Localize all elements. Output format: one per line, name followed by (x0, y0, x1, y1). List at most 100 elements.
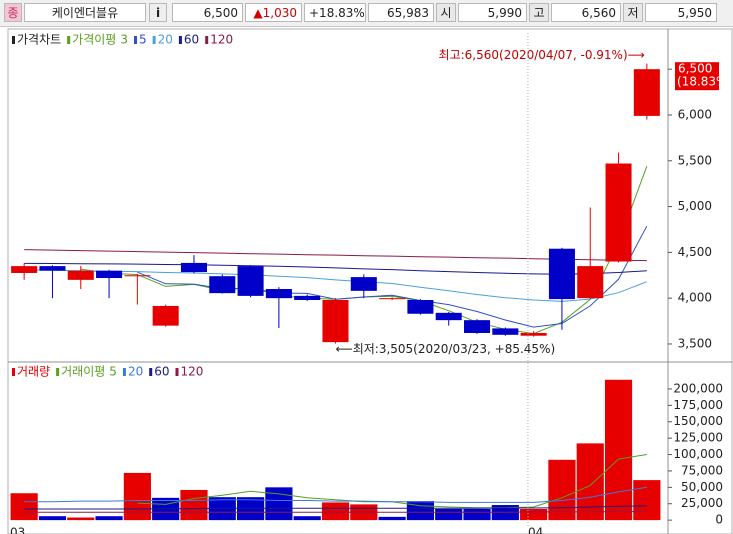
volume-bar (576, 443, 604, 521)
y-tick-label: 150,000 (673, 414, 723, 428)
volume-bar (38, 516, 67, 521)
legend-marker (133, 36, 137, 44)
low-label: 저 (623, 3, 643, 22)
change: ▲1,030 (245, 3, 302, 22)
volume-bar (95, 516, 123, 521)
legend-label: 거래량 (17, 365, 50, 379)
legend-label: 120 (181, 365, 204, 379)
volume-bar (520, 508, 548, 521)
y-tick-label: 3,500 (678, 336, 712, 350)
volume-bar (463, 508, 491, 521)
y-tick-label: 6,000 (678, 107, 712, 121)
candle-body (209, 276, 236, 294)
legend-label: 120 (210, 33, 233, 47)
legend-label: 60 (184, 33, 199, 47)
legend-label: 5 (109, 365, 117, 379)
candle-body (124, 275, 151, 277)
open: 5,990 (458, 3, 527, 22)
candle-body (237, 266, 264, 296)
open-label: 시 (436, 3, 456, 22)
candle-body (96, 270, 123, 279)
last-price-box (675, 62, 719, 91)
volume-bar (293, 516, 321, 521)
legend-marker (12, 36, 15, 44)
candle-body (605, 163, 632, 262)
legend-marker (12, 368, 15, 376)
volume-bar (548, 459, 576, 521)
candle-body (520, 332, 547, 336)
y-tick-label: 200,000 (673, 381, 723, 395)
legend-label: 5 (139, 33, 147, 47)
volume-bar (378, 516, 406, 521)
candle-body (464, 320, 491, 333)
y-tick-label: 5,000 (678, 199, 712, 213)
price: 6,500 (172, 3, 243, 22)
info-button[interactable]: i (149, 3, 167, 22)
candle-body (322, 300, 349, 343)
candle-body (492, 328, 519, 335)
legend-label: 3 (120, 33, 128, 47)
volume-bar (265, 487, 293, 521)
legend-marker (149, 368, 153, 376)
legend-label: 거래이평 (61, 365, 105, 379)
candle-body (350, 277, 377, 291)
ma-line (24, 269, 647, 302)
ma-line (24, 511, 647, 513)
legend-marker (152, 36, 156, 44)
candle-body (11, 266, 38, 273)
ma-line (24, 505, 647, 510)
candle-body (294, 295, 321, 301)
candle-body (180, 262, 207, 273)
x-tick-label: 03 (10, 526, 25, 534)
high-label: 고 (529, 3, 549, 22)
high-annotation: 최고:6,560(2020/04/07, -0.91%)⟶ (439, 48, 645, 62)
code-type[interactable]: 종 (4, 3, 22, 22)
legend-marker (56, 368, 60, 376)
high: 6,560 (551, 3, 621, 22)
y-tick-label: 50,000 (681, 480, 723, 494)
y-tick-label: 25,000 (681, 496, 723, 510)
legend-label: 20 (128, 365, 143, 379)
volume-bar (435, 508, 463, 521)
legend-label: 60 (154, 365, 169, 379)
ma-line (24, 486, 647, 503)
last-change-label: (18.83%) (677, 75, 732, 89)
change-pct: +18.83% (304, 3, 366, 22)
legend-label: 20 (158, 33, 173, 47)
volume: 65,983 (368, 3, 434, 22)
volume-bar (321, 502, 350, 521)
low-annotation: ⟵최저:3,505(2020/03/23, +85.45%) (336, 342, 556, 356)
y-tick-label: 4,500 (678, 245, 712, 259)
candle-body (435, 312, 462, 321)
legend-marker (175, 368, 179, 376)
candle-body (577, 266, 604, 299)
candle-body (265, 289, 292, 299)
volume-bar (633, 480, 661, 521)
legend-marker (67, 36, 71, 44)
volume-bar (67, 517, 95, 521)
legend-marker (178, 36, 182, 44)
candle-body (39, 266, 66, 271)
candle-body (407, 300, 434, 314)
y-tick-label: 75,000 (681, 463, 723, 477)
volume-bar (604, 379, 633, 521)
candle-body (379, 298, 406, 300)
legend-marker (122, 368, 126, 376)
volume-bar (10, 493, 38, 521)
y-tick-label: 0 (715, 513, 723, 527)
ma-line (24, 262, 647, 275)
legend-label: 가격이평 (72, 33, 116, 47)
y-tick-label: 5,500 (678, 153, 712, 167)
y-tick-label: 100,000 (673, 447, 723, 461)
low: 5,950 (645, 3, 717, 22)
ma-line (24, 249, 647, 262)
candle-body (152, 305, 179, 326)
y-tick-label: 175,000 (673, 398, 723, 412)
stock-name[interactable]: 케이엔더블유 (24, 3, 146, 22)
candle-body (633, 69, 660, 116)
volume-bar (123, 472, 151, 521)
legend-marker (205, 36, 209, 44)
x-tick-label: 04 (528, 526, 543, 534)
